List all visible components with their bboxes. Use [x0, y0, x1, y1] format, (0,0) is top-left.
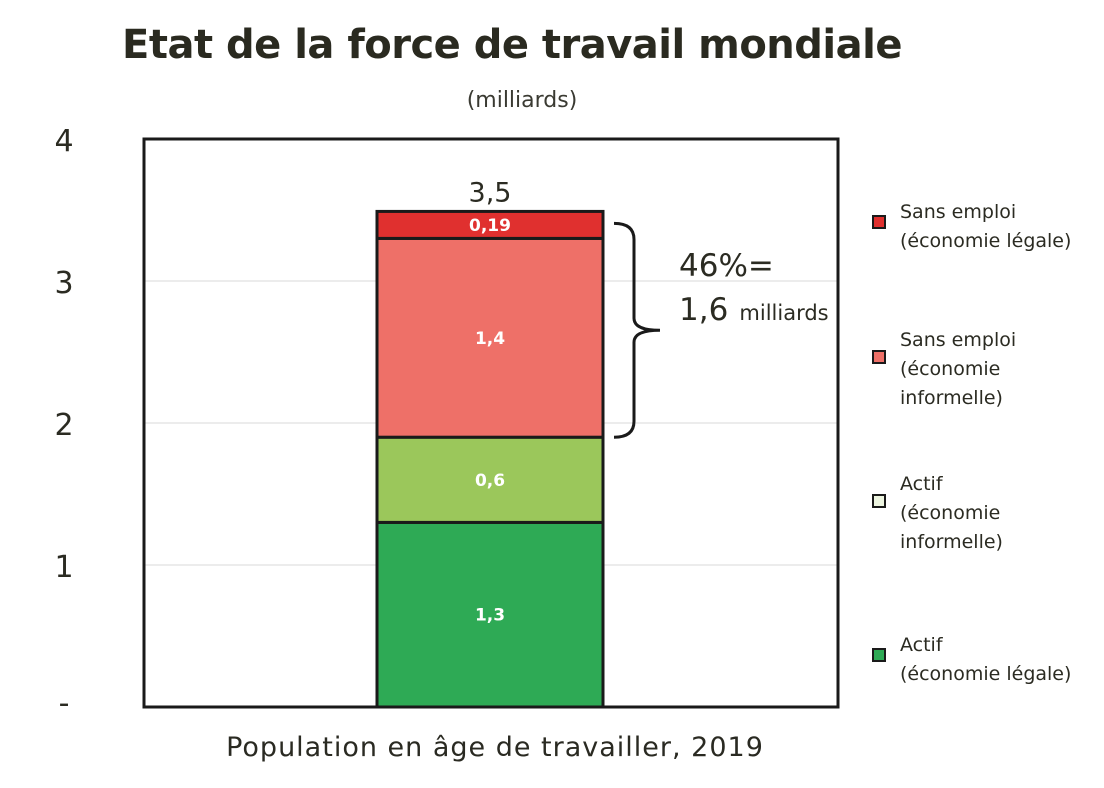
legend-label-line: (économie: [900, 358, 1001, 380]
y-tick-label: 3: [54, 266, 73, 301]
y-tick-label: -: [59, 686, 70, 721]
legend-swatch: [872, 648, 886, 662]
legend-swatch: [872, 215, 886, 229]
bar-segment: [375, 520, 605, 709]
legend-label: Sans emploi (économie légale): [900, 198, 1071, 256]
y-tick-label: 2: [54, 408, 73, 443]
y-tick-label: 4: [54, 124, 73, 159]
annotation-unit: milliards: [739, 301, 828, 325]
chart-subtitle: (milliards): [466, 88, 578, 113]
legend-label-line: informelle): [900, 531, 1003, 553]
annotation-value: 1,6: [679, 292, 728, 328]
legend-label-line: Sans emploi: [900, 201, 1017, 223]
legend-label: Sans emploi (économie informelle): [900, 326, 1016, 413]
brace-bracket: [613, 221, 661, 439]
total-label: 3,5: [469, 177, 512, 208]
legend-swatch: [872, 350, 886, 364]
legend-label-line: (économie légale): [900, 230, 1072, 252]
bar-stack: 1,3 0,6 1,4 0,19: [375, 209, 605, 709]
bar-segment: [375, 435, 605, 524]
segment-value-label: 0,6: [475, 471, 505, 491]
legend-label-line: Sans emploi: [900, 329, 1017, 351]
bar-segment: [375, 209, 605, 240]
segment-value-label: 1,4: [475, 329, 505, 349]
segment-value-label: 0,19: [469, 216, 511, 236]
legend-label-line: Actif: [900, 473, 943, 495]
legend-label-line: (économie: [900, 502, 1001, 524]
annotation-percent: 46%=: [679, 248, 774, 284]
legend-label-line: informelle): [900, 387, 1003, 409]
annotation-total: 1,6 milliards: [679, 292, 829, 328]
x-axis-label: Population en âge de travailler, 2019: [226, 732, 764, 763]
legend-label: Actif (économie légale): [900, 631, 1071, 689]
y-tick-label: 1: [54, 550, 73, 585]
legend-label-line: Actif: [900, 634, 943, 656]
legend-swatch: [872, 494, 886, 508]
bar-segment: [375, 236, 605, 439]
legend-label: Actif (économie informelle): [900, 470, 1003, 557]
legend-label-line: (économie légale): [900, 663, 1072, 685]
chart-title: Etat de la force de travail mondiale: [122, 22, 902, 68]
segment-value-label: 1,3: [475, 606, 505, 626]
y-axis: 4 3 2 1 -: [54, 124, 73, 721]
